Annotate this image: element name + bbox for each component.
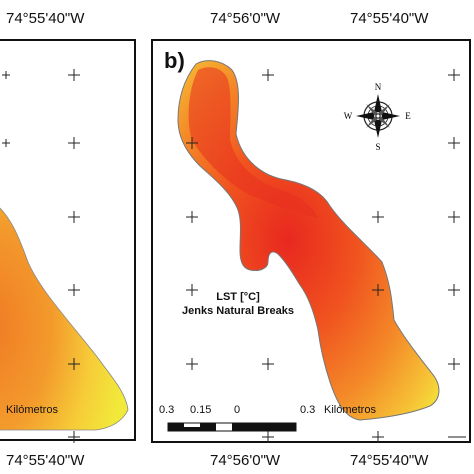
panel-a-grid xyxy=(2,69,80,443)
bottom-coord-left: 74°55'40"W xyxy=(6,452,85,469)
top-coord-left: 74°55'40"W xyxy=(6,10,85,27)
bottom-coord-right: 74°55'40"W xyxy=(350,452,429,469)
scale-unit-b: Kilómetros xyxy=(324,404,376,416)
scale-tick-1: 0.15 xyxy=(190,404,212,416)
scale-bar xyxy=(167,422,297,432)
scale-unit-a: Kilómetros xyxy=(6,404,58,416)
legend-title-line2: Jenks Natural Breaks xyxy=(182,305,294,317)
panel-b-grid xyxy=(186,69,466,443)
compass-n: N xyxy=(375,82,382,92)
panel-a-lst-surface xyxy=(0,207,129,431)
top-coord-right: 74°55'40"W xyxy=(350,10,429,27)
legend-title-line1: LST [°C] xyxy=(216,291,260,303)
scale-tick-end: 0.3 xyxy=(300,404,316,416)
panel-b-label: b) xyxy=(164,48,185,73)
scale-tick-0: 0.3 xyxy=(159,404,175,416)
top-coord-center: 74°56'0"W xyxy=(210,10,281,27)
legend-title: LST [°C] Jenks Natural Breaks xyxy=(158,290,318,318)
compass-w: W xyxy=(344,111,353,121)
panel-a xyxy=(0,39,136,443)
panel-b-hot-core xyxy=(188,67,318,219)
compass-rose-icon: N S W E xyxy=(344,82,412,152)
scale-tick-2: 0 xyxy=(234,404,241,416)
compass-s: S xyxy=(375,142,380,152)
panel-b: N S W E xyxy=(151,39,471,443)
panel-b-lst-surface xyxy=(177,60,440,421)
compass-e: E xyxy=(405,111,411,121)
bottom-coord-center: 74°56'0"W xyxy=(210,452,281,469)
